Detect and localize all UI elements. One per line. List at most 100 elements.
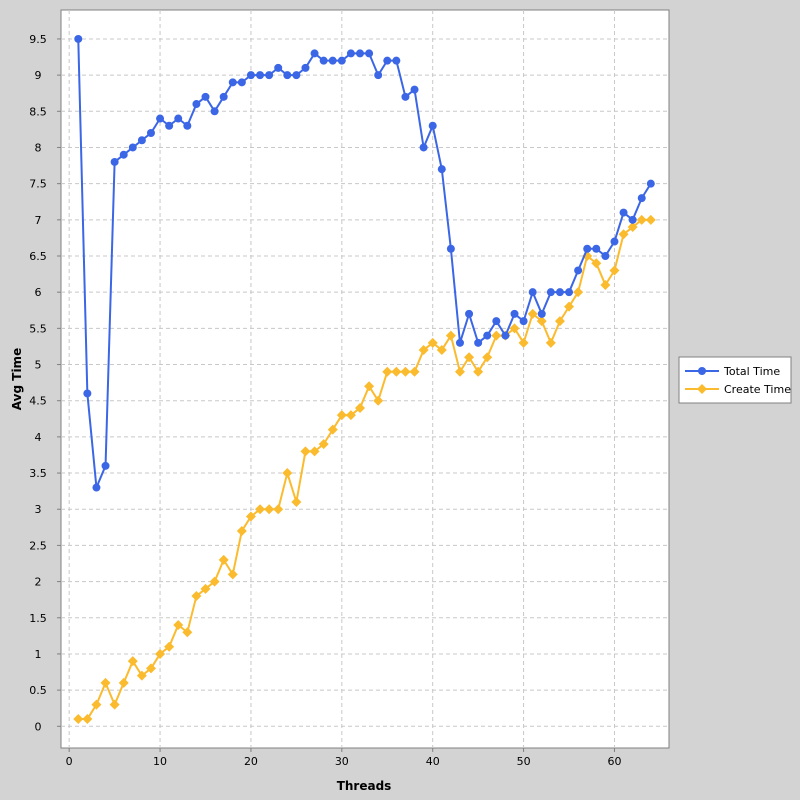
total-time-point <box>274 63 283 72</box>
axes: 0 10 20 30 40 50 60 0 0.5 1 1.5 2 2.5 3 3.5 4 4.5 5 5.5 6 6.… <box>29 33 621 768</box>
total-time-point <box>446 244 455 253</box>
create-time-point <box>182 627 193 638</box>
create-time-point <box>136 670 147 681</box>
total-time-point <box>437 165 446 174</box>
total-time-point <box>646 179 655 188</box>
legend-label: Total Time <box>723 365 780 378</box>
create-time-point <box>473 366 484 377</box>
y-tick-label: 7.5 <box>29 178 47 191</box>
legend-swatch-marker <box>698 367 706 375</box>
create-time-point <box>191 591 202 602</box>
create-time-point <box>282 468 293 479</box>
series-layer <box>73 34 656 725</box>
total-time-point <box>492 317 501 326</box>
create-time-point <box>245 511 256 522</box>
total-time-point <box>319 56 328 65</box>
total-time-point <box>546 288 555 297</box>
create-time-point <box>600 279 611 290</box>
create-time-point <box>200 583 211 594</box>
total-time-point <box>510 309 519 318</box>
total-time-point <box>219 92 228 101</box>
create-time-point <box>227 569 238 580</box>
create-time-point <box>309 446 320 457</box>
create-time-point <box>91 699 102 710</box>
create-time-point <box>491 330 502 341</box>
total-time-point <box>601 252 610 260</box>
y-tick-label: 5.5 <box>29 322 47 335</box>
create-time-point <box>345 410 356 421</box>
create-time-point <box>554 316 565 327</box>
total-time-point <box>392 56 401 65</box>
create-time-line <box>78 218 651 721</box>
create-time-point <box>209 576 220 587</box>
create-time-point <box>618 229 629 240</box>
create-time-point <box>327 424 338 435</box>
y-tick-label: 8.5 <box>29 105 47 118</box>
total-time-point <box>137 136 146 145</box>
total-time-point <box>101 461 110 470</box>
total-time-point <box>592 244 601 253</box>
total-time-point <box>92 483 101 492</box>
create-time-point <box>527 308 538 319</box>
total-time-point <box>383 56 392 65</box>
create-time-point <box>436 345 447 356</box>
x-axis-title: Threads <box>337 779 392 793</box>
create-time-point <box>109 699 120 710</box>
total-time-point <box>628 215 637 224</box>
create-time-point <box>318 439 329 450</box>
create-time-point <box>291 497 302 507</box>
create-time-point <box>482 352 493 363</box>
create-time-point <box>173 620 184 630</box>
total-time-point <box>483 331 492 340</box>
legend: Total Time Create Time <box>678 356 792 404</box>
total-time-point <box>265 71 274 80</box>
total-time-point <box>74 34 83 43</box>
total-time-point <box>619 208 628 217</box>
total-time-point <box>210 107 219 116</box>
total-time-point <box>555 288 564 297</box>
create-time-point <box>445 330 456 341</box>
total-time-point <box>419 143 428 152</box>
total-time-point <box>83 389 92 398</box>
plot-area <box>60 9 670 749</box>
create-time-point <box>264 504 275 515</box>
y-tick-label: 5 <box>35 359 42 372</box>
create-time-point <box>564 301 575 312</box>
create-time-point <box>73 714 84 725</box>
create-time-point <box>100 677 111 688</box>
total-time-point <box>337 56 346 65</box>
total-time-point <box>410 85 419 94</box>
total-time-point <box>165 121 174 130</box>
total-time-point <box>246 71 255 80</box>
create-time-point <box>336 410 347 421</box>
y-tick-label: 0 <box>35 720 42 733</box>
x-tick-label: 20 <box>244 755 258 768</box>
y-tick-label: 6 <box>35 286 42 299</box>
total-time-point <box>201 92 210 101</box>
y-tick-label: 7 <box>35 214 42 227</box>
create-time-point <box>273 504 284 515</box>
total-time-line <box>77 38 652 489</box>
create-time-point <box>627 222 638 233</box>
total-time-point <box>128 143 137 152</box>
total-time-point <box>156 114 165 123</box>
create-time-point <box>464 352 475 363</box>
total-time-point <box>565 288 574 297</box>
total-time-point <box>110 157 119 166</box>
y-axis-title: Avg Time <box>10 348 24 410</box>
create-time-point <box>591 258 602 269</box>
legend-label: Create Time <box>724 383 791 396</box>
total-time-point <box>428 121 437 130</box>
x-tick-label: 30 <box>335 755 349 768</box>
legend-box <box>678 356 792 404</box>
total-time-point <box>328 56 337 65</box>
total-time-point <box>228 78 237 87</box>
total-time-point <box>583 244 592 253</box>
create-time-point <box>391 366 402 377</box>
total-time-point <box>474 338 483 347</box>
x-tick-label: 10 <box>153 755 167 768</box>
y-tick-label: 2.5 <box>29 539 47 552</box>
total-time-point <box>192 100 201 109</box>
create-time-point <box>127 656 138 667</box>
